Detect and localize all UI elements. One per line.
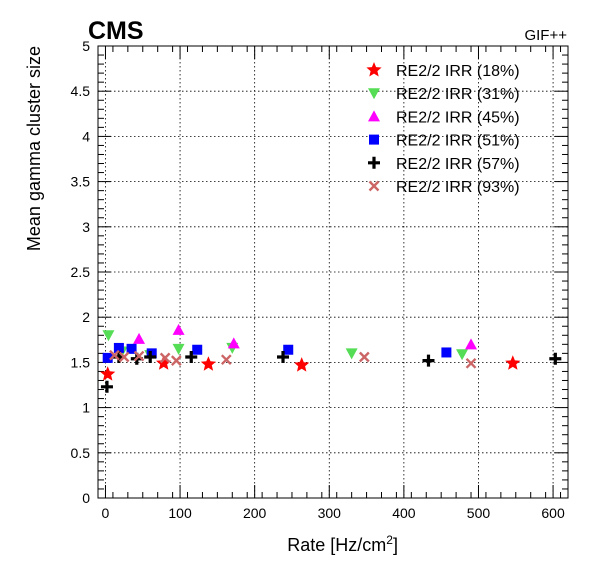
axis-ticks: 0 100 200 300 400 500 600 0 0.5 1 1.5 2 2.5 3 3.5 4 4.5 5: [71, 38, 568, 521]
legend-marker: [368, 110, 380, 122]
data-point: [422, 354, 435, 367]
x-axis-title-close: ]: [393, 535, 398, 555]
legend-entry-label: RE2/2 IRR (93%): [396, 179, 520, 196]
data-point: [185, 350, 198, 363]
data-point: [549, 352, 562, 365]
data-point: [465, 357, 477, 369]
data-point: [100, 366, 116, 381]
data-point: [227, 337, 240, 349]
data-point: [118, 351, 130, 363]
x-tick-label: 200: [243, 505, 267, 521]
data-point: [294, 357, 310, 372]
x-tick-label: 300: [318, 505, 342, 521]
data-point: [100, 380, 113, 393]
data-point: [172, 323, 185, 335]
x-tick-label: 600: [541, 505, 565, 521]
data-point: [172, 343, 185, 355]
x-tick-label: 100: [168, 505, 192, 521]
data-point: [102, 352, 113, 363]
data-point: [277, 350, 290, 363]
legend-entry-label: RE2/2 IRR (57%): [396, 156, 520, 173]
data-point: [113, 342, 124, 353]
data-points: [100, 323, 562, 393]
y-tick-label: 5: [82, 38, 90, 54]
y-tick-label: 1: [82, 400, 90, 416]
legend-entry-label: RE2/2 IRR (45%): [396, 109, 520, 126]
data-point: [156, 355, 172, 370]
x-axis-title: Rate [Hz/cm2]: [287, 533, 398, 555]
y-tick-label: 3.5: [71, 174, 91, 190]
y-tick-label: 4: [82, 128, 90, 144]
data-point: [133, 332, 146, 344]
x-axis-title-superscript: 2: [386, 533, 393, 547]
data-point: [102, 330, 115, 342]
y-tick-label: 3: [82, 219, 90, 235]
legend-marker: [369, 134, 379, 145]
data-point: [220, 354, 232, 366]
y-tick-label: 2: [82, 309, 90, 325]
data-point: [192, 344, 203, 355]
grid: [98, 46, 568, 498]
data-point: [283, 344, 294, 355]
data-point: [456, 349, 469, 361]
legend: RE2/2 IRR (18%) RE2/2 IRR (31%) RE2/2 IRR …: [366, 62, 520, 196]
y-tick-label: 1.5: [71, 354, 91, 370]
x-tick-label: 400: [392, 505, 416, 521]
y-axis-title: Mean gamma cluster size: [24, 46, 44, 251]
data-point: [144, 350, 157, 363]
y-tick-label: 4.5: [71, 83, 91, 99]
data-point: [345, 348, 358, 360]
experiment-label: CMS: [88, 17, 144, 45]
data-point: [441, 347, 452, 358]
facility-label: GIF++: [524, 27, 567, 44]
x-tick-label: 0: [102, 505, 110, 521]
legend-marker: [368, 156, 380, 169]
legend-marker: [368, 180, 380, 192]
legend-entry-label: RE2/2 IRR (51%): [396, 133, 520, 150]
data-point: [465, 338, 478, 350]
data-point: [133, 350, 145, 362]
data-point: [126, 343, 137, 354]
legend-marker: [368, 88, 380, 100]
data-point: [170, 355, 182, 366]
data-point: [109, 349, 120, 361]
x-axis-title-main: Rate [Hz/cm: [287, 535, 386, 555]
legend-marker: [366, 62, 382, 77]
legend-entry-label: RE2/2 IRR (18%): [396, 63, 520, 80]
data-point: [505, 355, 521, 370]
legend-entry-label: RE2/2 IRR (31%): [396, 86, 520, 103]
y-tick-label: 0: [82, 490, 90, 506]
y-tick-label: 0.5: [71, 445, 91, 461]
data-point: [358, 351, 370, 363]
x-tick-label: 500: [467, 505, 491, 521]
y-tick-label: 2.5: [71, 264, 91, 280]
data-point: [200, 356, 216, 371]
data-point: [159, 352, 171, 364]
